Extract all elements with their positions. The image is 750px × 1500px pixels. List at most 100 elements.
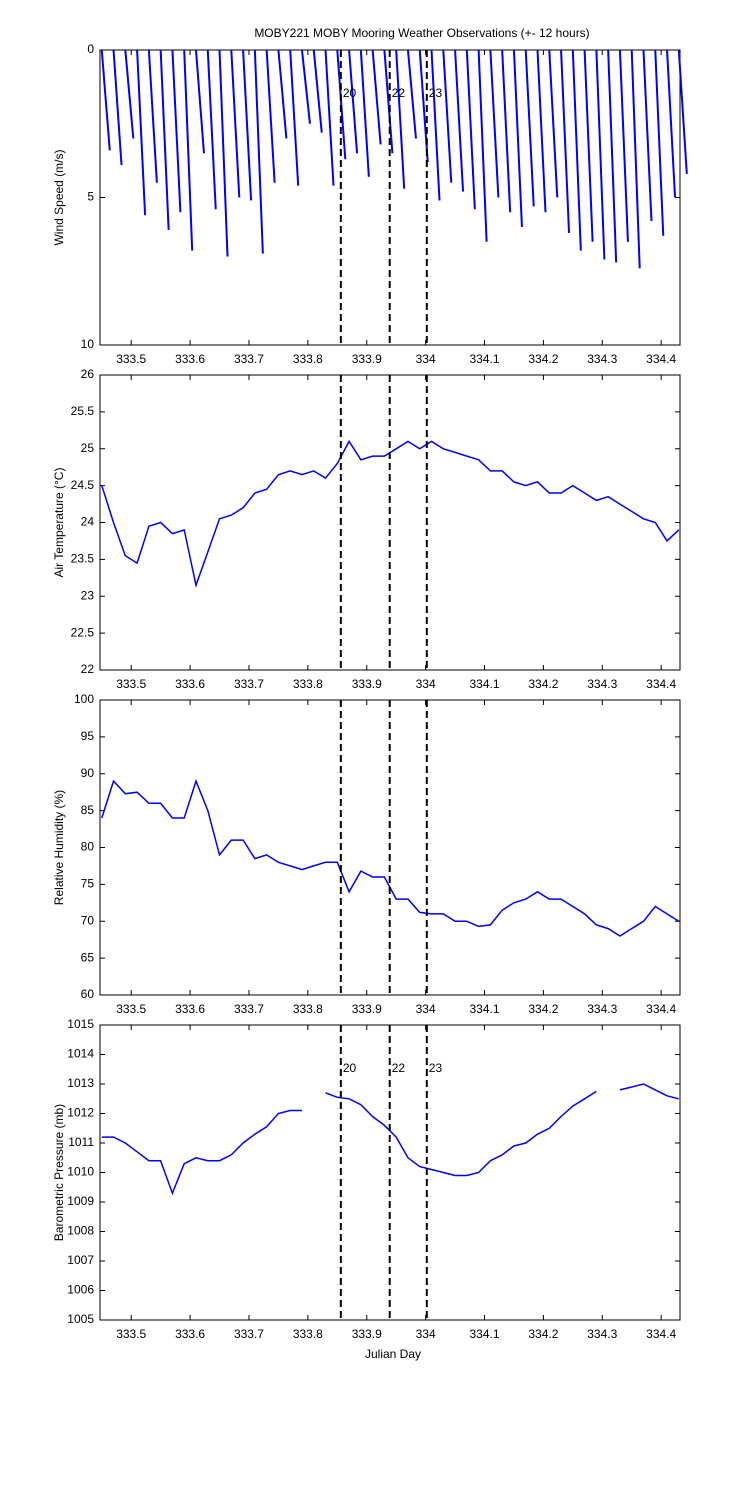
wind-stick xyxy=(618,49,629,242)
x-tick-label: 334 xyxy=(416,677,436,691)
wind-stick xyxy=(501,49,512,213)
y-tick-label: 5 xyxy=(87,190,94,204)
x-tick-label: 334.1 xyxy=(469,677,499,691)
wind-stick xyxy=(206,49,217,210)
wind-stick xyxy=(171,49,182,213)
x-tick-label: 333.6 xyxy=(175,1002,205,1016)
y-tick-label: 1005 xyxy=(67,1312,94,1326)
y-tick-label: 95 xyxy=(81,729,95,743)
y-tick-label: 25 xyxy=(81,441,95,455)
wind-stick xyxy=(536,49,547,213)
y-tick-label: 75 xyxy=(81,877,95,891)
x-tick-label: 334.4 xyxy=(646,1002,676,1016)
y-tick-label: 1007 xyxy=(67,1253,94,1267)
y-tick-label: 1013 xyxy=(67,1076,94,1090)
x-tick-label: 333.5 xyxy=(116,352,146,366)
x-tick-label: 333.7 xyxy=(234,677,264,691)
y-tick-label: 23 xyxy=(81,588,95,602)
x-tick-label: 333.8 xyxy=(293,1002,323,1016)
wind-stick xyxy=(194,49,205,154)
wind-stick xyxy=(300,49,311,124)
wind-stick xyxy=(430,49,441,201)
wind-stick xyxy=(218,49,229,257)
wind-stick xyxy=(642,49,653,222)
y-axis-label: Barometric Pressure (mb) xyxy=(52,1104,66,1241)
y-tick-label: 1009 xyxy=(67,1194,94,1208)
x-tick-label: 334 xyxy=(416,352,436,366)
x-tick-label: 334.1 xyxy=(469,1002,499,1016)
wind-stick xyxy=(112,49,123,166)
wind-stick xyxy=(454,49,465,192)
event-label: 23 xyxy=(429,86,443,100)
event-label: 20 xyxy=(343,1061,357,1075)
wind-stick xyxy=(630,49,641,269)
wind-stick xyxy=(524,49,535,207)
wind-stick xyxy=(136,49,147,216)
x-tick-label: 334.3 xyxy=(587,1327,617,1341)
x-tick-label: 333.7 xyxy=(234,1002,264,1016)
event-label: 22 xyxy=(392,1061,406,1075)
wind-stick xyxy=(607,49,618,263)
wind-stick xyxy=(324,49,335,186)
x-tick-label: 333.8 xyxy=(293,677,323,691)
wind-stick xyxy=(159,49,170,230)
x-tick-label: 334.3 xyxy=(587,1002,617,1016)
wind-stick xyxy=(560,49,571,233)
x-tick-label: 333.7 xyxy=(234,1327,264,1341)
x-tick-label: 333.5 xyxy=(116,1327,146,1341)
wind-stick xyxy=(242,49,253,201)
x-tick-label: 333.9 xyxy=(352,1327,382,1341)
x-tick-label: 334.1 xyxy=(469,1327,499,1341)
wind-stick xyxy=(336,49,347,160)
wind-stick xyxy=(100,49,111,151)
wind-stick xyxy=(477,49,488,242)
x-tick-label: 333.7 xyxy=(234,352,264,366)
wind-stick xyxy=(548,49,559,198)
x-tick-label: 333.6 xyxy=(175,677,205,691)
data-line xyxy=(619,1083,679,1100)
event-label: 23 xyxy=(429,1061,443,1075)
y-tick-label: 1012 xyxy=(67,1106,94,1120)
x-tick-label: 333.6 xyxy=(175,352,205,366)
x-tick-label: 333.9 xyxy=(352,352,382,366)
x-tick-label: 334.3 xyxy=(587,352,617,366)
y-tick-label: 0 xyxy=(87,42,94,56)
x-tick-label: 334 xyxy=(416,1002,436,1016)
wind-stick xyxy=(253,49,264,254)
x-tick-label: 333.9 xyxy=(352,1002,382,1016)
wind-stick xyxy=(654,49,665,236)
data-line xyxy=(101,1109,302,1196)
y-tick-label: 1014 xyxy=(67,1047,94,1061)
wind-stick xyxy=(583,49,594,242)
x-tick-label: 334.4 xyxy=(646,677,676,691)
x-tick-label: 334.2 xyxy=(528,677,558,691)
x-tick-label: 334.2 xyxy=(528,1327,558,1341)
event-label: 20 xyxy=(343,86,357,100)
x-tick-label: 334.4 xyxy=(646,1327,676,1341)
x-tick-label: 334.2 xyxy=(528,352,558,366)
x-tick-label: 334.2 xyxy=(528,1002,558,1016)
event-label: 22 xyxy=(392,86,406,100)
y-tick-label: 24.5 xyxy=(71,478,95,492)
x-tick-label: 333.9 xyxy=(352,677,382,691)
x-tick-label: 334 xyxy=(416,1327,436,1341)
x-axis-label: Julian Day xyxy=(365,1347,421,1361)
y-tick-label: 26 xyxy=(81,367,95,381)
y-tick-label: 65 xyxy=(81,950,95,964)
y-tick-label: 22.5 xyxy=(71,625,95,639)
wind-stick xyxy=(442,49,453,183)
wind-stick xyxy=(312,49,323,133)
wind-stick xyxy=(124,49,135,139)
y-tick-label: 24 xyxy=(81,515,95,529)
wind-stick xyxy=(277,49,288,139)
y-tick-label: 23.5 xyxy=(71,552,95,566)
wind-stick xyxy=(489,49,500,198)
wind-stick xyxy=(230,49,241,198)
y-tick-label: 1008 xyxy=(67,1224,94,1238)
y-tick-label: 25.5 xyxy=(71,404,95,418)
y-tick-label: 80 xyxy=(81,840,95,854)
y-tick-label: 70 xyxy=(81,913,95,927)
wind-stick xyxy=(465,49,476,210)
wind-stick xyxy=(147,49,158,183)
x-tick-label: 334.1 xyxy=(469,352,499,366)
